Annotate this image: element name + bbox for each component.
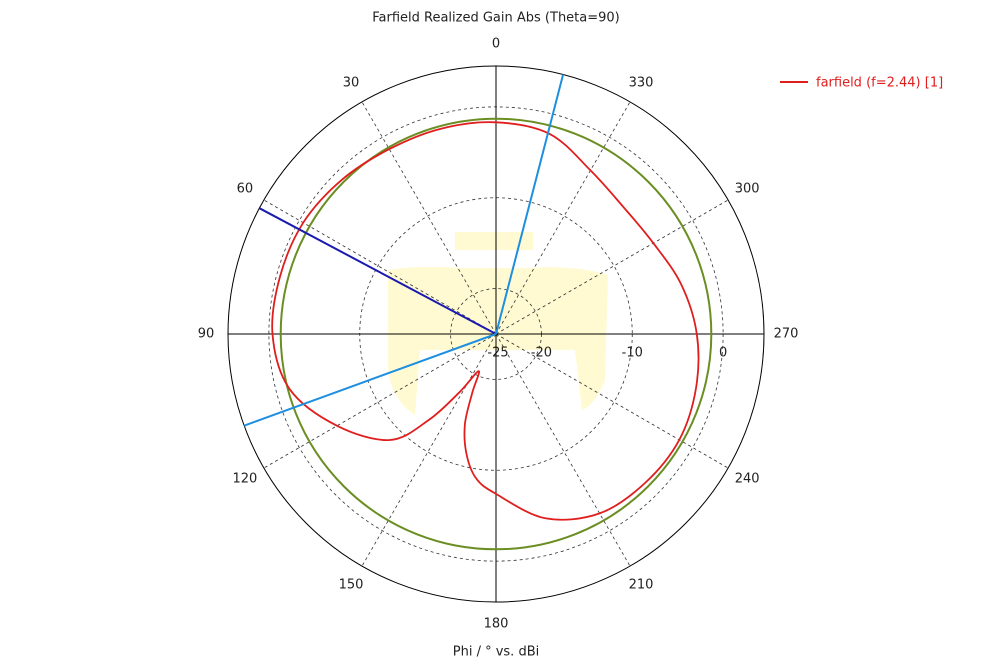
spoke — [495, 101, 631, 335]
angle-tick-label: 120 — [232, 472, 257, 487]
spoke — [495, 199, 729, 335]
r-tick-label: -25 — [487, 346, 508, 361]
beamwidth-line — [243, 333, 497, 427]
angle-tick-label: 270 — [774, 327, 799, 342]
antenna-board — [388, 266, 608, 415]
axis-label: Phi / ° vs. dBi — [453, 645, 539, 660]
chart-title: Farfield Realized Gain Abs (Theta=90) — [372, 11, 620, 26]
angle-tick-label: 240 — [735, 472, 760, 487]
antenna-backdrop — [388, 232, 608, 415]
angle-tick-label: 60 — [237, 182, 254, 197]
antenna-trace — [455, 232, 533, 250]
gain-curve — [271, 121, 700, 521]
angle-tick-label: 210 — [629, 578, 654, 593]
angle-tick-label: 150 — [339, 578, 364, 593]
spoke — [361, 101, 497, 335]
beamwidth-line — [495, 74, 565, 335]
main-lobe-line — [258, 207, 497, 335]
r-tick-label: -10 — [622, 346, 643, 361]
angle-tick-label: 180 — [484, 617, 509, 632]
legend-label: farfield (f=2.44) [1] — [816, 76, 943, 91]
angle-tick-label: 300 — [735, 182, 760, 197]
angle-tick-label: 30 — [343, 75, 360, 90]
r-tick-label: -20 — [531, 346, 552, 361]
reference-circle — [279, 117, 713, 551]
spoke — [495, 333, 631, 567]
spoke — [361, 333, 497, 567]
angle-tick-label: 330 — [629, 75, 654, 90]
angle-tick-label: 90 — [198, 327, 215, 342]
angle-tick-label: 0 — [492, 37, 500, 52]
spoke — [495, 333, 729, 469]
spoke — [263, 333, 497, 469]
r-tick-label: 0 — [719, 346, 727, 361]
